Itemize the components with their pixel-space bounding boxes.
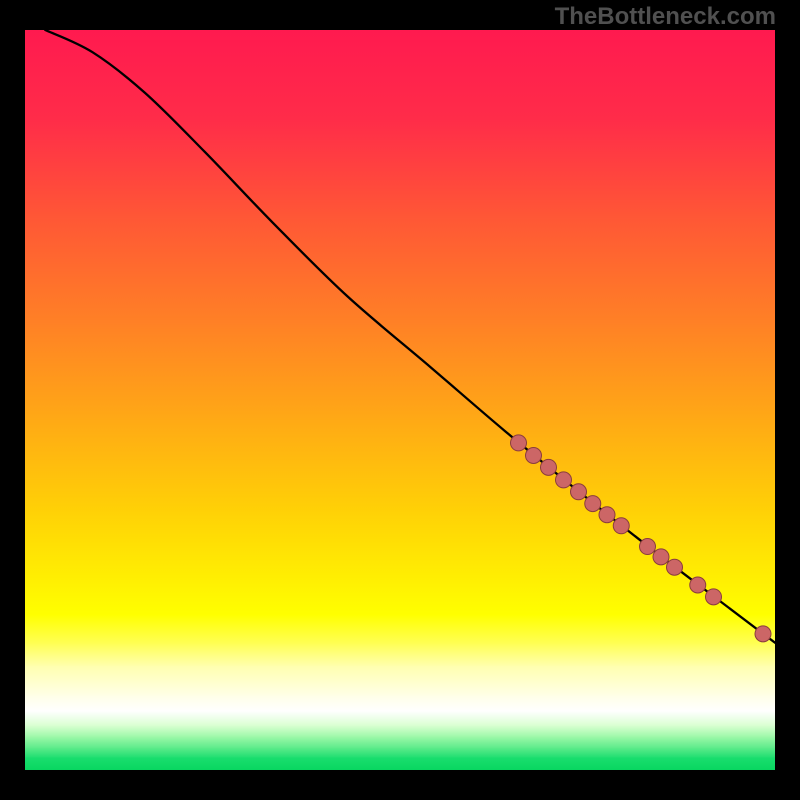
data-point [667,559,683,575]
gradient-band [25,737,775,749]
gradient-band [25,696,775,711]
data-point [755,626,771,642]
gradient-band [25,119,775,216]
watermark-text: TheBottleneck.com [555,3,776,31]
gradient-band [25,757,775,770]
gradient-band [25,215,775,327]
data-point [585,496,601,512]
data-point [541,459,557,475]
data-point [511,435,527,451]
gradient-band [25,711,775,726]
chart-plot [25,30,775,770]
gradient-band [25,666,775,696]
gradient-band [25,748,775,758]
data-point [613,518,629,534]
gradient-band [25,415,775,512]
data-point [599,507,615,523]
data-point [571,484,587,500]
data-point [690,577,706,593]
gradient-band [25,726,775,738]
data-point [640,539,656,555]
data-point [526,448,542,464]
data-point [556,472,572,488]
gradient-band [25,326,775,415]
gradient-band [25,644,775,667]
gradient-band [25,30,775,119]
data-point [653,549,669,565]
gradient-band [25,615,775,645]
chart-svg [25,30,775,770]
data-point [706,589,722,605]
